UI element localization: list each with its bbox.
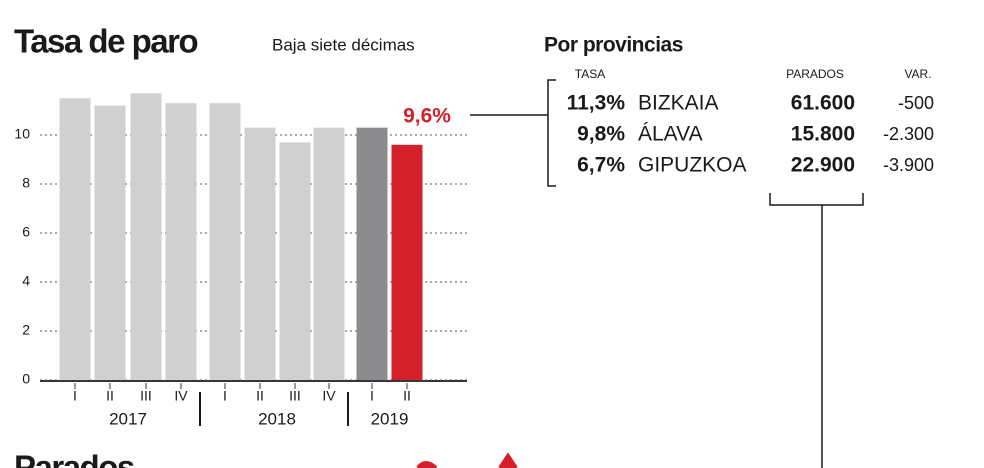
x-tick-label: IV xyxy=(174,388,188,404)
table-cell: 9,8% xyxy=(577,123,625,146)
y-tick-label: 0 xyxy=(22,371,30,387)
table-cell: -3.900 xyxy=(883,155,934,175)
bracket xyxy=(769,193,864,468)
x-tick-label: II xyxy=(106,388,114,404)
group-label: 2018 xyxy=(258,409,296,428)
y-tick-label: 6 xyxy=(22,224,30,240)
table-cell: BIZKAIA xyxy=(638,92,719,115)
column-header: TASA xyxy=(575,67,605,81)
bar xyxy=(130,93,162,380)
column-header: PARADOS xyxy=(786,67,844,81)
bar xyxy=(209,103,241,381)
x-tick-label: IV xyxy=(322,388,336,404)
section-title: Parados xyxy=(14,449,134,468)
chart-subtitle: Baja siete décimas xyxy=(272,35,415,54)
x-tick-label: I xyxy=(73,388,77,404)
x-tick-label: I xyxy=(223,388,227,404)
y-tick-label: 10 xyxy=(14,126,30,142)
decoration xyxy=(416,452,518,468)
x-tick-label: III xyxy=(140,388,152,404)
y-tick-label: 2 xyxy=(22,322,30,338)
group-label: 2017 xyxy=(109,409,147,428)
table-cell: 61.600 xyxy=(791,92,855,115)
bar xyxy=(356,127,388,381)
x-tick-label: II xyxy=(256,388,264,404)
table-cell: GIPUZKOA xyxy=(638,154,747,177)
column-header: VAR. xyxy=(904,67,931,81)
bar xyxy=(279,142,311,380)
table-cell: -500 xyxy=(898,93,934,113)
bracket xyxy=(547,79,556,187)
x-tick-label: I xyxy=(370,388,374,404)
table-cell: 6,7% xyxy=(577,154,625,177)
table-cell: ÁLAVA xyxy=(638,123,703,146)
table-cell: 15.800 xyxy=(791,123,855,146)
table-title: Por provincias xyxy=(544,34,683,57)
x-tick-label: III xyxy=(289,388,301,404)
bar xyxy=(94,105,126,380)
chart-title: Tasa de paro xyxy=(14,23,197,60)
x-tick-label: II xyxy=(403,388,411,404)
y-tick-label: 4 xyxy=(22,273,30,289)
group-label: 2019 xyxy=(371,409,409,428)
bar xyxy=(165,103,197,381)
value-label: 9,6% xyxy=(403,104,451,127)
table-cell: -2.300 xyxy=(883,124,934,144)
bar xyxy=(244,127,276,381)
y-tick-label: 8 xyxy=(22,175,30,191)
bar xyxy=(59,98,91,380)
table-cell: 11,3% xyxy=(567,92,626,115)
table-cell: 22.900 xyxy=(791,154,855,177)
bar xyxy=(391,144,423,380)
bar xyxy=(313,127,345,381)
